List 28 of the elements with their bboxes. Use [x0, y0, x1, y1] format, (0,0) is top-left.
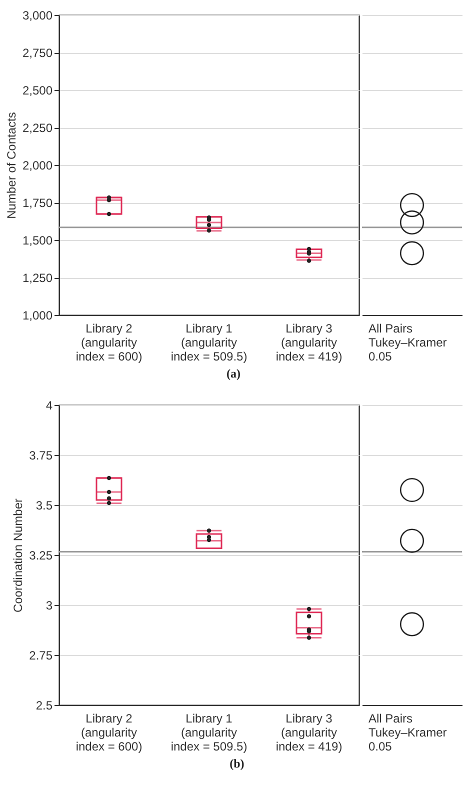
y-tick-label: 2.5: [36, 698, 53, 712]
x-tick-label: All Pairs Tukey–Kramer 0.05: [368, 322, 447, 364]
x-tick-label: Library 2 (angularity index = 600): [76, 322, 142, 364]
y-tick-label: 2,000: [22, 158, 53, 172]
y-tick-label: 3.25: [29, 548, 53, 562]
y-tick-label: 4: [46, 398, 53, 412]
y-tick-label: 3.5: [36, 498, 53, 512]
y-axis-title: Coordination Number: [11, 498, 26, 613]
x-tick-label: Library 1 (angularity index = 509.5): [170, 712, 248, 754]
y-tick-label: 3,000: [22, 8, 53, 22]
y-tick-label: 1,250: [22, 271, 53, 285]
y-tick-label: 3: [46, 598, 53, 612]
x-tick-label: Library 3 (angularity index = 419): [276, 712, 342, 754]
y-tick-label: 2,500: [22, 84, 53, 98]
text: (a): [226, 366, 241, 381]
y-tick-label: 1,750: [22, 196, 53, 210]
x-tick-label: All Pairs Tukey–Kramer 0.05: [368, 712, 447, 754]
text: (b): [230, 756, 244, 771]
y-tick-label: 2,250: [22, 121, 53, 135]
x-tick-label: Library 1 (angularity index = 509.5): [170, 322, 248, 364]
y-tick-label: 1,500: [22, 234, 53, 248]
y-axis-title: Number of Contacts: [4, 112, 18, 219]
x-tick-label: Library 2 (angularity index = 600): [76, 712, 142, 754]
y-tick-label: 1,000: [22, 308, 53, 322]
y-tick-label: 2,750: [22, 46, 53, 60]
y-tick-label: 3.75: [29, 448, 53, 462]
y-tick-label: 2.75: [29, 648, 53, 662]
x-tick-label: Library 3 (angularity index = 419): [276, 322, 342, 364]
